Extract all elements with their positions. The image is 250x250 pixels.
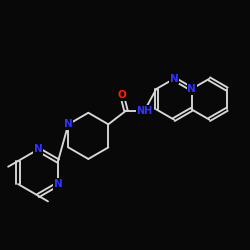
Text: NH: NH [136, 106, 152, 116]
Text: N: N [64, 119, 73, 129]
Text: N: N [54, 179, 62, 189]
Text: N: N [34, 144, 42, 154]
Text: N: N [187, 84, 196, 94]
Text: N: N [170, 74, 178, 84]
Text: O: O [118, 90, 126, 100]
